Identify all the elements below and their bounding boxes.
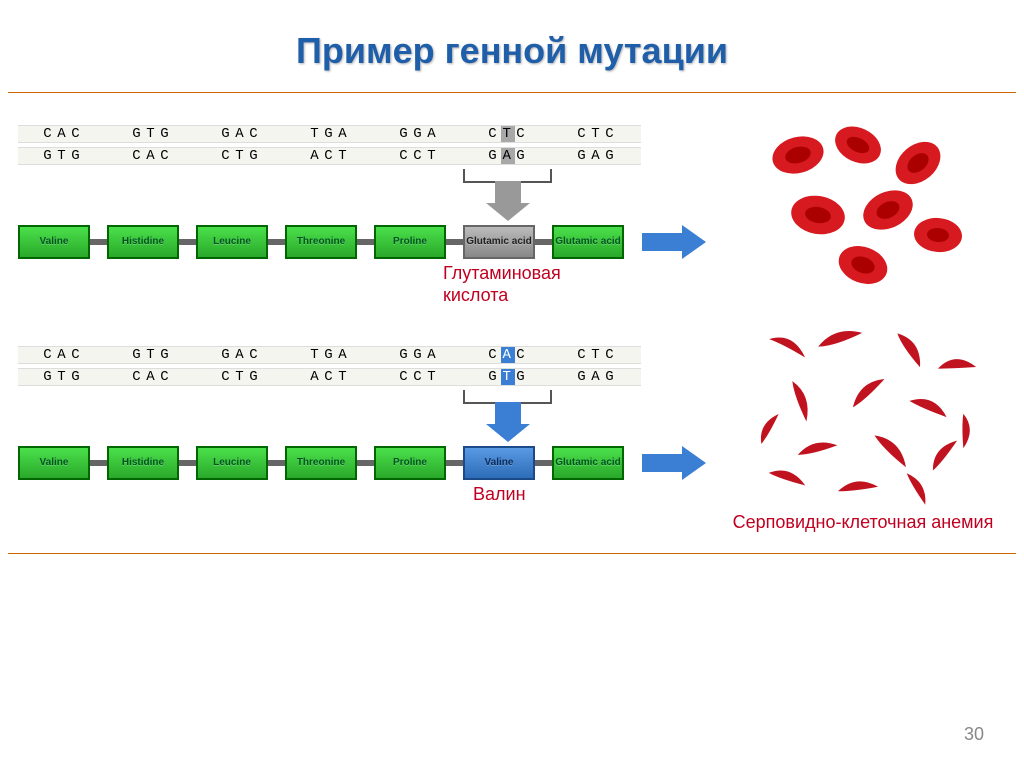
dna-codon: CAC: [107, 368, 196, 386]
dna-codon: GAC: [196, 125, 285, 143]
dna-codon: GTG: [18, 368, 107, 386]
amino-acid-box: Leucine: [196, 446, 268, 480]
dna-codon: ACT: [285, 147, 374, 165]
dna-codon: CTC: [463, 125, 552, 143]
dna-codon: CCT: [374, 368, 463, 386]
down-arrow-icon: [488, 181, 528, 221]
amino-acid-box: Threonine: [285, 225, 357, 259]
dna-codon: TGA: [285, 346, 374, 364]
page-title: Пример генной мутации: [0, 0, 1024, 92]
amino-acid-box: Valine: [463, 446, 535, 480]
result-label: Серповидно-клеточная анемия: [733, 512, 994, 533]
dna-codon: GAG: [552, 147, 641, 165]
dna-codon: CTG: [196, 147, 285, 165]
amino-acid-box: Glutamic acid: [552, 225, 624, 259]
dna-codon: GGA: [374, 346, 463, 364]
dna-codon: CCT: [374, 147, 463, 165]
dna-codon: CAC: [463, 346, 552, 364]
dna-codon: GGA: [374, 125, 463, 143]
dna-codon: CTG: [196, 368, 285, 386]
content-frame: CACGTGGACTGAGGACTCCTCGTGCACCTGACTCCTGAGG…: [8, 92, 1016, 554]
down-arrow-icon: [488, 402, 528, 442]
amino-acid-box: Proline: [374, 225, 446, 259]
dna-codon: ACT: [285, 368, 374, 386]
dna-codon: CAC: [18, 125, 107, 143]
normal-protein-chain: Valine Histidine Leucine Threonine Proline Gl…: [18, 225, 718, 259]
amino-acid-box: Valine: [18, 225, 90, 259]
mutant-protein-chain: Valine Histidine Leucine Threonine Proline Va…: [18, 446, 718, 480]
normal-block: CACGTGGACTGAGGACTCCTCGTGCACCTGACTCCTGAGG…: [18, 123, 1006, 306]
mutant-caption: Валин: [473, 484, 718, 506]
amino-acid-box: Glutamic acid: [463, 225, 535, 259]
normal-rbc-icon: [748, 115, 978, 295]
dna-codon: GTG: [463, 368, 552, 386]
result-arrow-icon: [642, 225, 712, 259]
page-number: 30: [964, 724, 984, 745]
amino-acid-box: Leucine: [196, 225, 268, 259]
amino-acid-box: Glutamic acid: [552, 446, 624, 480]
normal-dna: CACGTGGACTGAGGACTCCTCGTGCACCTGACTCCTGAGG…: [18, 123, 718, 167]
dna-codon: GAG: [552, 368, 641, 386]
dna-codon: GTG: [107, 346, 196, 364]
dna-codon: GTG: [18, 147, 107, 165]
dna-codon: GTG: [107, 125, 196, 143]
amino-acid-box: Histidine: [107, 225, 179, 259]
amino-acid-box: Threonine: [285, 446, 357, 480]
dna-codon: CTC: [552, 125, 641, 143]
mutant-dna: CACGTGGACTGAGGACACCTCGTGCACCTGACTCCTGTGG…: [18, 344, 718, 388]
result-arrow-icon: [642, 446, 712, 480]
dna-codon: GAC: [196, 346, 285, 364]
dna-codon: CAC: [107, 147, 196, 165]
dna-codon: TGA: [285, 125, 374, 143]
dna-codon: CTC: [552, 346, 641, 364]
amino-acid-box: Histidine: [107, 446, 179, 480]
amino-acid-box: Valine: [18, 446, 90, 480]
normal-caption: Глутаминоваякислота: [443, 263, 718, 306]
mutant-block: CACGTGGACTGAGGACACCTCGTGCACCTGACTCCTGTGG…: [18, 316, 1006, 533]
dna-codon: CAC: [18, 346, 107, 364]
sickle-cells-icon: [738, 316, 988, 506]
dna-codon: GAG: [463, 147, 552, 165]
amino-acid-box: Proline: [374, 446, 446, 480]
